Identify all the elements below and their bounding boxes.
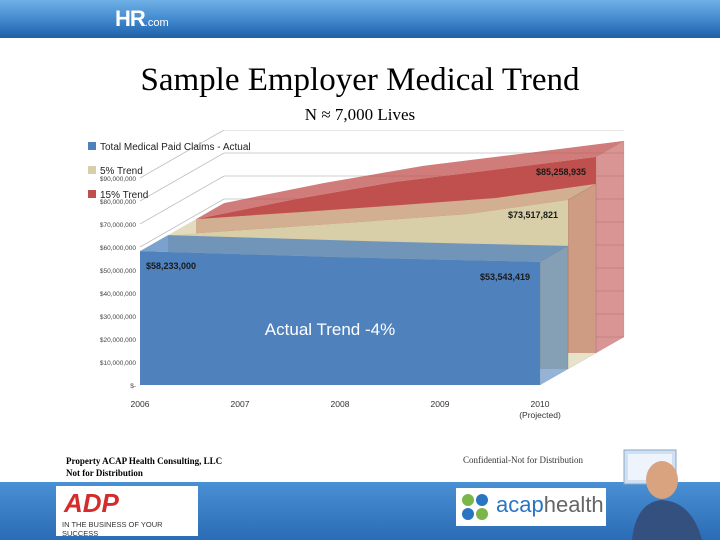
y-tick-label: $20,000,000 (100, 337, 137, 344)
acap-health-logo-text: acaphealth (496, 492, 604, 518)
data-label: $53,543,419 (480, 272, 530, 282)
acap-puzzle-icon (462, 494, 488, 520)
x-tick-label: 2009 (431, 399, 450, 409)
trend-annotation: Actual Trend -4% (265, 320, 395, 339)
series-side-face (595, 140, 625, 354)
chart-axes: $- $10,000,000 $20,000,000 $30,000,000 $40,0… (100, 176, 561, 420)
acap-word: acap (496, 492, 544, 517)
series-front-face (140, 251, 540, 385)
y-tick-label: $80,000,000 (100, 199, 137, 206)
series-top-surface (140, 235, 568, 262)
y-tick-label: $70,000,000 (100, 222, 137, 229)
data-label: $58,233,000 (146, 261, 196, 271)
footer-property-line: Property ACAP Health Consulting, LLC (66, 456, 223, 466)
acap-health-logo-box: acaphealth (456, 488, 606, 526)
y-tick-label: $30,000,000 (100, 314, 137, 321)
chart-legend: Total Medical Paid Claims - Actual 5% Tre… (88, 142, 251, 201)
legend-label: Total Medical Paid Claims - Actual (100, 142, 251, 153)
legend-label: 5% Trend (100, 166, 143, 177)
legend-swatch (88, 142, 96, 150)
x-tick-label: 2006 (131, 399, 150, 409)
gridline-diagonal (139, 130, 225, 179)
footer-property-note: Property ACAP Health Consulting, LLC Not… (66, 455, 222, 479)
slide-subtitle: N ≈ 7,000 Lives (304, 105, 416, 124)
y-tick-label: $60,000,000 (100, 245, 137, 252)
person-at-computer-image (623, 449, 702, 540)
x-tick-label: 2008 (331, 399, 350, 409)
series-top-surface (196, 140, 624, 220)
gridline-diagonal (139, 152, 225, 202)
footer-confidential-note: Confidential-Not for Distribution (463, 455, 583, 465)
series-side-face (539, 245, 569, 386)
x-tick-sublabel: (Projected) (519, 410, 561, 420)
data-label: $73,517,821 (508, 210, 558, 220)
y-tick-label: $90,000,000 (100, 176, 137, 183)
footer-distribution-line: Not for Distribution (66, 468, 143, 478)
x-tick-label: 2007 (231, 399, 250, 409)
legend-label: 15% Trend (100, 190, 148, 201)
gridline-diagonal (139, 175, 225, 225)
logo-suffix: .com (144, 17, 169, 29)
adp-logo: ADP (64, 488, 119, 518)
y-tick-label: $40,000,000 (100, 291, 137, 298)
chart-series (140, 140, 625, 386)
y-tick-label: $50,000,000 (100, 268, 137, 275)
adp-tagline: IN THE BUSINESS OF YOUR SUCCESS (62, 520, 163, 538)
y-tick-label: $- (130, 383, 136, 390)
gridline-diagonal (139, 198, 225, 248)
legend-swatch (88, 166, 96, 174)
hr-com-logo[interactable]: HR.com (115, 6, 169, 32)
legend-swatch (88, 190, 96, 198)
x-tick-label: 2010 (531, 399, 550, 409)
health-word: health (543, 492, 604, 517)
adp-logo-box: ADP IN THE BUSINESS OF YOUR SUCCESS (56, 486, 198, 538)
header-bar: HR.com (0, 0, 720, 38)
y-tick-label: $10,000,000 (100, 360, 137, 367)
data-label: $85,258,935 (536, 167, 586, 177)
medical-trend-chart: $- $10,000,000 $20,000,000 $30,000,000 $40,0… (88, 130, 625, 420)
chart-labels: $58,233,000 $53,543,419 $73,517,821 $85,258… (146, 167, 586, 339)
series-top-surface (168, 183, 596, 236)
slide-title: Sample Employer Medical Trend (140, 62, 580, 98)
logo-main: HR (115, 6, 146, 31)
series-side-face (567, 183, 597, 370)
